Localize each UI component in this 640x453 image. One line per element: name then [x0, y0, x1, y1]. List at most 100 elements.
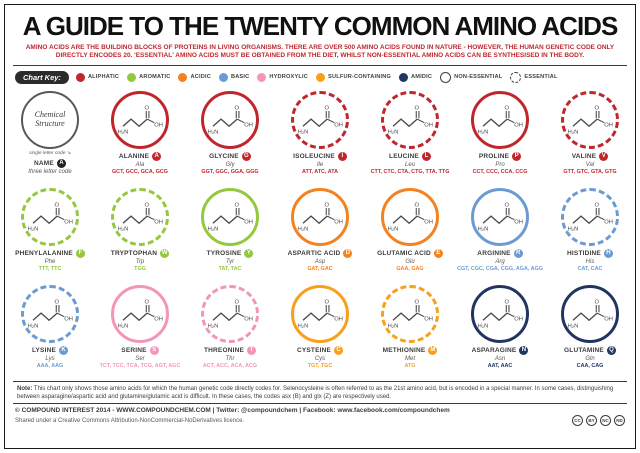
chemical-structure-diagram: O OH H₂N [568, 299, 613, 329]
svg-text:O: O [414, 105, 419, 111]
amino-abbr: Lys [45, 355, 55, 362]
svg-text:H₂N: H₂N [28, 226, 39, 232]
svg-text:H₂N: H₂N [208, 226, 219, 232]
amino-abbr: Cys [314, 355, 326, 362]
ring-label: NON-ESSENTIAL [454, 74, 503, 81]
svg-text:H₂N: H₂N [478, 323, 489, 329]
structure-ring: O OH H₂N [111, 187, 169, 246]
svg-text:O: O [324, 299, 329, 305]
cc-license-icons: CC BY NC ND [572, 415, 625, 427]
amino-name: VALINE [571, 152, 597, 160]
amino-codons: AAA, AAG [36, 362, 64, 369]
chemical-structure-diagram: O OH H₂N [28, 299, 73, 329]
chemical-structure-diagram: O OH H₂N [388, 105, 433, 135]
ring-icon [510, 71, 522, 83]
amino-acid-cell: O OH H₂N LYSINE K Lys AAA, AAG [5, 282, 95, 379]
svg-text:H₂N: H₂N [298, 226, 309, 232]
letter-badge: N [519, 345, 529, 355]
amino-acid-cell: O OH H₂N GLUTAMIC ACID E Glu GAA, GAG [365, 185, 455, 282]
structure-ring: O OH H₂N [291, 187, 349, 246]
amino-acid-cell: O OH H₂N ASPARAGINE N Asn AAT, AAC [455, 282, 545, 379]
letter-badge: E [433, 248, 443, 258]
amino-acid-cell: O OH H₂N ARGININE R Arg CGT, CGC, CGA, C… [455, 185, 545, 282]
svg-text:OH: OH [244, 122, 253, 128]
amino-name: PROLINE [478, 152, 510, 160]
amino-abbr: Ala [135, 161, 145, 168]
divider [13, 380, 627, 382]
svg-text:H₂N: H₂N [388, 323, 399, 329]
category-dot [257, 72, 267, 82]
svg-text:H₂N: H₂N [298, 323, 309, 329]
chemical-structure-diagram: O OH H₂N [298, 299, 343, 329]
amino-name: ASPARAGINE [471, 346, 517, 354]
category-dot [75, 72, 85, 82]
svg-text:H₂N: H₂N [28, 323, 39, 329]
letter-badge: L [421, 151, 431, 161]
key-ring-item: NON-ESSENTIAL [440, 71, 503, 83]
amino-name: ISOLEUCINE [293, 152, 335, 160]
amino-name: TRYPTOPHAN [110, 249, 158, 257]
chemical-structure-diagram: O OH H₂N [478, 202, 523, 232]
amino-abbr: Leu [404, 161, 415, 168]
amino-acids-poster: A GUIDE TO THE TWENTY COMMON AMINO ACIDS… [4, 4, 636, 449]
amino-acid-grid: Chemical Structure single letter code ↘ … [5, 88, 635, 379]
amino-acid-cell: O OH H₂N LEUCINE L Leu CTT, CTC, CTA, CT… [365, 88, 455, 185]
chemical-structure-diagram: O OH H₂N [568, 105, 613, 135]
key-category-item: HYDROXYLIC [257, 72, 309, 82]
letter-badge: A [152, 151, 162, 161]
amino-name: GLYCINE [209, 152, 239, 160]
svg-text:O: O [594, 299, 599, 305]
category-label: ALIPHATIC [87, 74, 120, 81]
page-title: A GUIDE TO THE TWENTY COMMON AMINO ACIDS [22, 11, 619, 41]
amino-name: METHIONINE [382, 346, 426, 354]
amino-codons: GGT, GGC, GGA, GGG [201, 168, 259, 175]
amino-codons: CTT, CTC, CTA, CTG, TTA, TTG [370, 168, 450, 175]
amino-abbr: Gly [225, 161, 235, 168]
letter-badge: C [334, 345, 344, 355]
amino-abbr: Trp [135, 258, 145, 265]
cc-nd-icon: ND [614, 415, 625, 427]
chemical-structure-diagram: O OH H₂N [298, 202, 343, 232]
svg-text:H₂N: H₂N [478, 129, 489, 135]
legend-single-letter-note: single letter code ↘ [29, 150, 71, 156]
structure-ring: O OH H₂N [201, 90, 259, 149]
amino-acid-cell: O OH H₂N METHIONINE M Met ATG [365, 282, 455, 379]
category-label: HYDROXYLIC [269, 74, 309, 81]
svg-text:H₂N: H₂N [118, 129, 129, 135]
letter-badge: I [337, 151, 347, 161]
amino-codons: CCT, CCC, CCA, CCG [472, 168, 528, 175]
key-category-list: ALIPHATIC AROMATIC ACIDIC BASIC HYDROXYL… [75, 71, 625, 83]
ring-icon [440, 71, 452, 83]
svg-text:O: O [324, 202, 329, 208]
amino-name: ALANINE [118, 152, 150, 160]
svg-text:O: O [234, 299, 239, 305]
cc-nc-icon: NC [600, 415, 611, 427]
legend-ring: Chemical Structure [21, 90, 79, 149]
note-body: This chart only shows those amino acids … [17, 385, 614, 400]
amino-acid-cell: O OH H₂N HISTIDINE H His CAT, CAC [545, 185, 635, 282]
amino-acid-cell: O OH H₂N ISOLEUCINE I Ile ATT, ATC, ATA [275, 88, 365, 185]
amino-codons: AAT, AAC [487, 362, 513, 369]
structure-ring: O OH H₂N [291, 284, 349, 343]
amino-abbr: Ile [316, 161, 324, 168]
svg-text:O: O [144, 105, 149, 111]
structure-ring: O OH H₂N [111, 90, 169, 149]
svg-text:OH: OH [154, 122, 163, 128]
structure-ring: O OH H₂N [21, 284, 79, 343]
amino-codons: TTT, TTC [38, 265, 62, 272]
amino-codons: GTT, GTC, GTA, GTG [563, 168, 617, 175]
svg-text:OH: OH [244, 219, 253, 225]
letter-badge: F [75, 248, 85, 258]
chemical-structure-diagram: O OH H₂N [28, 202, 73, 232]
letter-badge: Q [606, 345, 616, 355]
amino-abbr: Ser [135, 355, 145, 362]
amino-abbr: Arg [495, 258, 505, 265]
amino-name: TYROSINE [206, 249, 242, 257]
amino-abbr: Gln [585, 355, 595, 362]
key-category-item: AROMATIC [127, 72, 170, 82]
category-label: BASIC [230, 74, 250, 81]
amino-abbr: Phe [44, 258, 56, 265]
chemical-structure-diagram: O OH H₂N [568, 202, 613, 232]
amino-acid-cell: O OH H₂N PROLINE P Pro CCT, CCC, CCA, CC… [455, 88, 545, 185]
svg-text:O: O [414, 202, 419, 208]
